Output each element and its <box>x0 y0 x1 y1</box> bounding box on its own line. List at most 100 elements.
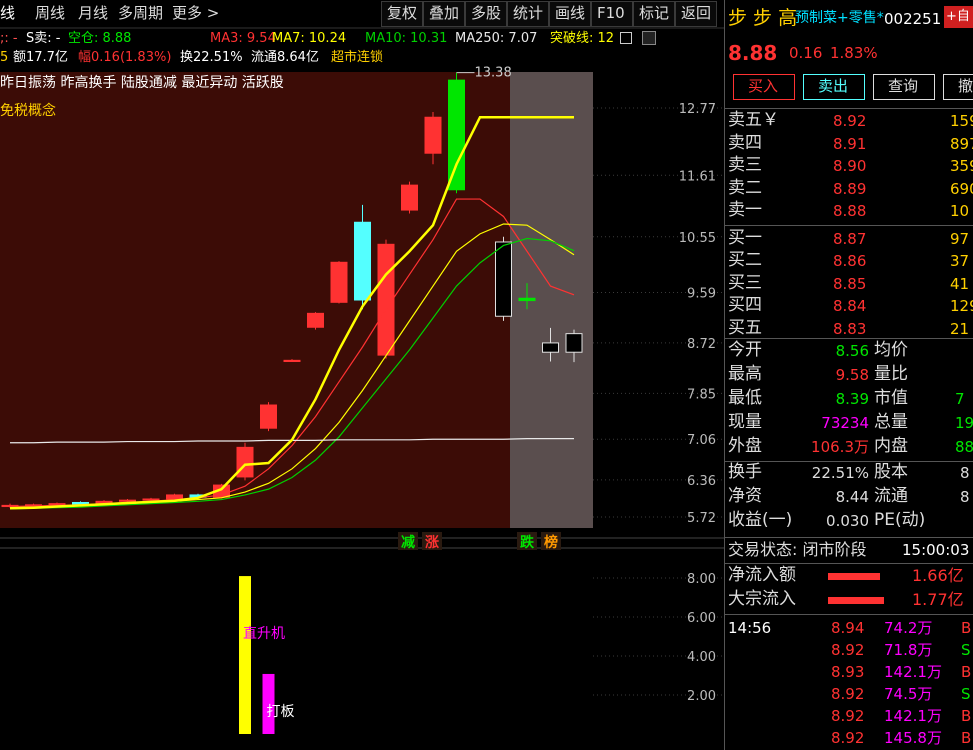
stat-value: 194 <box>955 414 973 432</box>
order-price: 8.84 <box>833 297 867 315</box>
signal-tag: 榜 <box>544 534 558 551</box>
stat-value: 73234 <box>821 414 869 432</box>
stock-code: 002251 <box>884 10 942 28</box>
indicator-bar <box>239 576 251 734</box>
trade-button-frame <box>873 74 935 100</box>
toolbar-button[interactable]: 统计 <box>513 4 544 22</box>
stock-name: 步 步 高 <box>728 7 798 29</box>
tick-time: 14:56 <box>728 619 772 637</box>
indicator-annotation: 打板 <box>267 703 295 720</box>
y-tick-label: 12.77 <box>679 102 716 117</box>
order-volume: 10 <box>950 202 970 220</box>
toolbar-tab[interactable]: 线 <box>0 4 16 22</box>
toolbar-tab[interactable]: 多周期 <box>118 4 164 22</box>
toolbar-tab[interactable]: 月线 <box>78 4 109 22</box>
flow-value: 1.66亿 <box>912 566 964 585</box>
toolbar-button[interactable]: 复权 <box>387 4 418 22</box>
trade-button-frame <box>733 74 795 100</box>
stat-value: 8 <box>960 488 970 506</box>
indicator-position: 空仓: 8.88 <box>68 31 132 46</box>
candle-body <box>236 446 254 478</box>
toolbar-button[interactable]: 标记 <box>639 4 670 22</box>
legend-menu <box>642 31 656 45</box>
stat-label: 流通 <box>874 486 908 506</box>
trade-button[interactable]: 卖出 <box>818 77 849 95</box>
order-label: 买三 <box>728 272 762 293</box>
candle-body <box>330 261 348 303</box>
order-label: 卖三 <box>728 155 762 175</box>
toolbar-button[interactable]: 多股 <box>471 4 502 22</box>
candle-body <box>401 184 418 211</box>
toolbar-button[interactable]: 画线 <box>555 4 586 22</box>
order-label: 买四 <box>728 295 762 315</box>
toolbar-button-frame <box>507 1 549 27</box>
signal-box <box>422 532 442 550</box>
trade-status: 交易状态: 闭市阶段 <box>728 540 867 559</box>
signal-tag: 跌 <box>520 535 535 551</box>
stat-value: 106.3万 <box>811 438 869 456</box>
signal-box <box>398 532 418 550</box>
stat-label: 市值 <box>874 388 908 408</box>
trade-button[interactable]: 查询 <box>888 77 919 95</box>
separator <box>725 338 973 339</box>
candle-body <box>424 116 442 154</box>
trade-button[interactable]: 买入 <box>748 77 779 95</box>
tick-price: 8.92 <box>831 729 865 747</box>
stat-value: 88 <box>955 438 973 456</box>
chart-area: 12.77 11.61 10.55 9.59 8.72 7.85 7.06 6.36 5.72 1… <box>0 0 725 750</box>
tick-price: 8.92 <box>831 685 865 703</box>
stat-value: 8.39 <box>835 390 869 408</box>
order-volume: 359 <box>950 157 973 175</box>
toolbar-button-frame <box>381 1 423 27</box>
y-tick-label: 5.72 <box>687 511 716 526</box>
toolbar-tab[interactable]: 更多 > <box>172 4 220 22</box>
toolbar-tab[interactable]: 周线 <box>35 4 66 22</box>
order-price: 8.85 <box>833 274 867 293</box>
stat-value: 8.44 <box>835 488 869 506</box>
order-price: 8.83 <box>833 319 867 338</box>
signal-box <box>517 532 537 550</box>
indicator-prefix: ;: - <box>0 31 18 46</box>
flow-label: 净流入额 <box>728 565 796 585</box>
legend-entry: MA10: 10.31 <box>365 31 448 46</box>
toolbar-button-frame <box>591 1 633 27</box>
stat-value: 7 <box>955 390 965 408</box>
order-price: 8.91 <box>833 134 867 153</box>
stat-label: 收益(一) <box>728 510 793 530</box>
toolbar-button[interactable]: 返回 <box>681 4 712 22</box>
separator <box>725 461 973 462</box>
order-volume: 690 <box>950 179 973 198</box>
add-button-bg <box>944 6 973 28</box>
order-price: 8.88 <box>833 202 867 220</box>
separator <box>725 614 973 615</box>
stat-value: 9.58 <box>835 366 869 384</box>
order-label: 卖二 <box>728 177 762 198</box>
order-label: 卖五￥ <box>728 110 779 130</box>
order-volume: 159 <box>950 112 973 130</box>
tick-price: 8.92 <box>831 641 865 659</box>
stat-value: 8.56 <box>835 342 869 360</box>
y-tick-label: 7.06 <box>687 433 716 448</box>
add-favorite[interactable]: +自 <box>946 9 970 24</box>
toolbar-button[interactable]: 叠加 <box>429 4 460 22</box>
info-range: 幅0.16(1.83%) <box>78 50 172 65</box>
toolbar-button[interactable]: F10 <box>597 4 625 22</box>
y-tick-label: 9.59 <box>687 286 716 301</box>
candle-body <box>260 404 277 429</box>
order-volume: 97 <box>950 229 970 248</box>
toolbar-button-frame <box>423 1 465 27</box>
order-volume: 897 <box>950 134 973 153</box>
stat-label: 外盘 <box>728 436 762 456</box>
y-tick-label: 8.72 <box>687 337 716 352</box>
stat-label: 换手 <box>728 462 762 482</box>
order-price: 8.87 <box>833 229 867 248</box>
candle-body <box>119 499 136 502</box>
candle-body <box>565 333 583 353</box>
separator <box>725 537 973 538</box>
flow-bar <box>828 597 884 604</box>
order-label: 买五 <box>728 317 762 338</box>
indicator-bar <box>262 673 275 734</box>
tick-side: S <box>961 641 971 659</box>
candle-body <box>377 243 395 356</box>
trade-button[interactable]: 撤 <box>958 77 973 95</box>
